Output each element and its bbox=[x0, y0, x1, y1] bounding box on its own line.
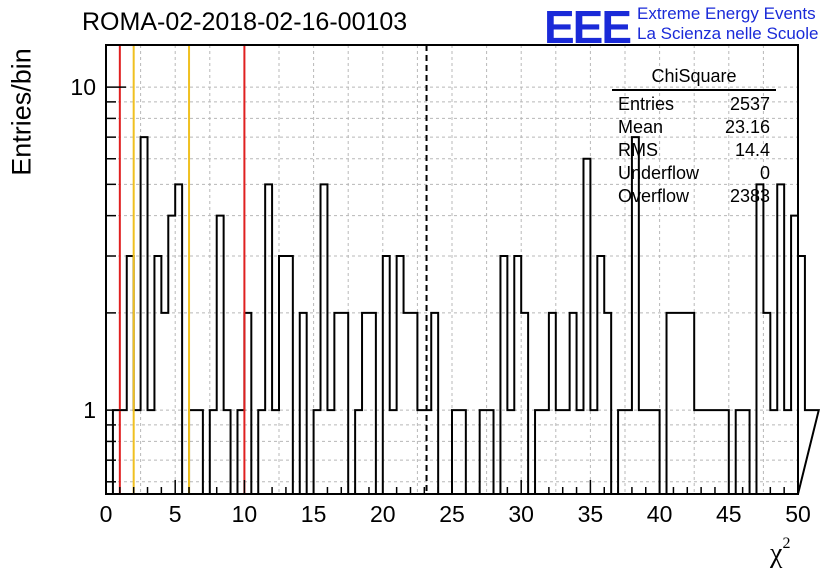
x-axis-label-sup: 2 bbox=[782, 534, 791, 552]
stats-row-rms: RMS 14.4 bbox=[612, 139, 776, 162]
stats-row-underflow: Underflow 0 bbox=[612, 162, 776, 185]
x-axis-label-base: χ bbox=[770, 538, 783, 569]
axis-ticks bbox=[105, 86, 799, 494]
stats-label: Mean bbox=[618, 117, 664, 137]
x-tick-label: 20 bbox=[370, 501, 396, 527]
stats-label: Underflow bbox=[618, 163, 700, 183]
logo-mark: EEE bbox=[544, 1, 632, 53]
stats-rows: Entries 2537 Mean 23.16 RMS 14.4 Underflow 0 Ove… bbox=[612, 93, 776, 208]
eee-logo: EEE Extreme Energy Events La Scienza nel… bbox=[540, 1, 836, 53]
stats-title: ChiSquare bbox=[612, 66, 776, 91]
stats-value: 23.16 bbox=[724, 117, 770, 137]
logo-line-2: La Scienza nelle Scuole bbox=[637, 24, 819, 43]
x-tick-label: 0 bbox=[100, 501, 113, 527]
x-tick-label: 35 bbox=[578, 501, 604, 527]
x-tick-label: 50 bbox=[785, 501, 811, 527]
y-axis-label: Entries/bin bbox=[6, 48, 37, 176]
stats-value: 14.4 bbox=[734, 140, 770, 160]
x-tick-label: 45 bbox=[716, 501, 742, 527]
x-axis-label: χ2 bbox=[770, 534, 791, 570]
axis-tick-labels: 0 5 10 15 20 25 30 35 40 45 50 1 10 bbox=[70, 74, 810, 527]
stats-value: 0 bbox=[759, 163, 770, 183]
stats-row-entries: Entries 2537 bbox=[612, 93, 776, 116]
run-title: ROMA-02-2018-02-16-00103 bbox=[82, 8, 408, 36]
stats-row-overflow: Overflow 2383 bbox=[612, 185, 776, 208]
stats-label: Overflow bbox=[618, 186, 690, 206]
reference-lines bbox=[118, 45, 428, 494]
x-tick-label: 15 bbox=[301, 501, 327, 527]
stats-box: ChiSquare Entries 2537 Mean 23.16 RMS 14.4 Und… bbox=[612, 66, 776, 208]
stats-label: Entries bbox=[618, 94, 675, 114]
logo-line-1: Extreme Energy Events bbox=[637, 4, 816, 23]
x-tick-label: 25 bbox=[439, 501, 465, 527]
x-tick-label: 5 bbox=[169, 501, 182, 527]
x-tick-label: 30 bbox=[508, 501, 534, 527]
x-tick-label: 10 bbox=[232, 501, 258, 527]
stats-value: 2383 bbox=[729, 186, 770, 206]
stats-value: 2537 bbox=[729, 94, 770, 114]
stats-label: RMS bbox=[618, 140, 658, 160]
y-tick-label: 1 bbox=[83, 397, 96, 423]
x-tick-label: 40 bbox=[647, 501, 673, 527]
stats-row-mean: Mean 23.16 bbox=[612, 116, 776, 139]
y-tick-label: 10 bbox=[70, 74, 96, 100]
